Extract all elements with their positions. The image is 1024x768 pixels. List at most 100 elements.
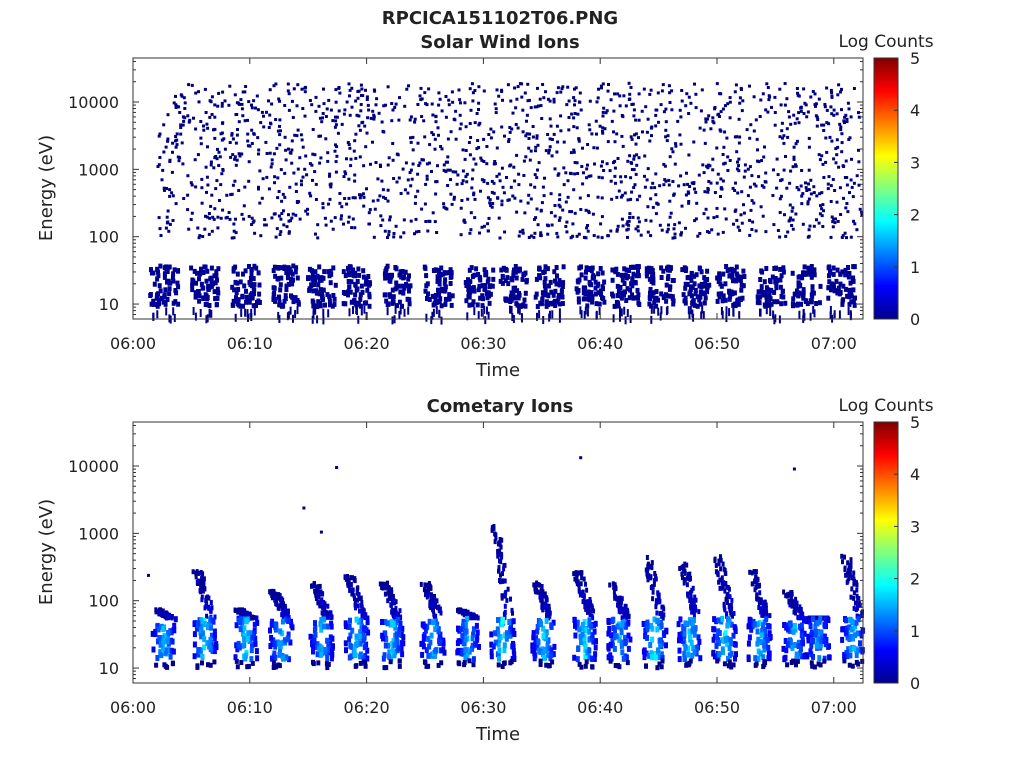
cometary-count-cell bbox=[583, 643, 588, 650]
solar-wind-count-cell bbox=[543, 287, 548, 293]
solar-wind-count-cell bbox=[725, 136, 729, 140]
cometary-count-cell bbox=[575, 578, 578, 584]
solar-wind-count-cell bbox=[446, 137, 450, 141]
cometary-count-cell bbox=[274, 663, 279, 669]
cometary-count-cell bbox=[538, 662, 543, 667]
solar-wind-count-cell bbox=[760, 292, 765, 298]
solar-wind-count-cell bbox=[337, 86, 341, 90]
solar-wind-count-cell bbox=[801, 287, 806, 293]
cometary-count-cell bbox=[157, 635, 162, 641]
cometary-count-cell bbox=[489, 653, 494, 660]
solar-wind-count-cell bbox=[835, 153, 839, 157]
cometary-count-cell bbox=[436, 662, 441, 668]
solar-wind-count-cell bbox=[800, 194, 804, 198]
cometary-count-cell bbox=[722, 566, 726, 572]
solar-wind-count-cell bbox=[353, 139, 357, 143]
solar-wind-count-cell bbox=[283, 293, 288, 299]
cometary-count-cell bbox=[498, 537, 502, 542]
solar-wind-count-cell bbox=[544, 149, 548, 153]
cometary-count-cell bbox=[439, 647, 444, 654]
solar-wind-count-cell bbox=[697, 265, 702, 271]
solar-wind-count-cell bbox=[755, 137, 759, 141]
solar-wind-count-cell bbox=[204, 165, 208, 169]
cometary-count-cell bbox=[157, 611, 161, 617]
cometary-count-cell bbox=[463, 627, 468, 634]
solar-wind-count-cell bbox=[291, 116, 295, 119]
solar-wind-count-cell bbox=[346, 265, 350, 271]
solar-wind-count-cell bbox=[457, 88, 461, 92]
cometary-count-cell bbox=[531, 634, 536, 641]
solar-wind-count-cell bbox=[395, 180, 399, 184]
cometary-count-cell bbox=[751, 581, 755, 587]
cometary-count-cell bbox=[393, 600, 397, 606]
cometary-count-cell bbox=[712, 633, 717, 640]
solar-wind-count-cell bbox=[349, 164, 353, 168]
solar-wind-count-cell bbox=[773, 95, 777, 99]
solar-wind-count-cell bbox=[706, 230, 709, 234]
cometary-count-cell bbox=[205, 613, 209, 619]
solar-wind-count-cell bbox=[220, 101, 224, 105]
solar-wind-count-cell bbox=[486, 229, 490, 233]
solar-wind-count-cell bbox=[636, 229, 640, 233]
solar-wind-count-cell bbox=[649, 88, 653, 92]
cometary-count-cell bbox=[677, 656, 682, 663]
solar-wind-count-cell bbox=[580, 310, 583, 319]
solar-wind-count-cell bbox=[709, 127, 713, 131]
solar-wind-count-cell bbox=[800, 202, 804, 206]
solar-wind-count-cell bbox=[265, 152, 269, 155]
solar-wind-count-cell bbox=[555, 91, 559, 95]
solar-wind-count-cell bbox=[378, 194, 382, 198]
cometary-count-cell bbox=[589, 623, 594, 630]
solar-wind-count-cell bbox=[257, 152, 260, 156]
cometary-count-cell bbox=[494, 532, 498, 538]
solar-wind-count-cell bbox=[447, 103, 451, 107]
solar-wind-count-cell bbox=[471, 168, 475, 172]
solar-wind-count-cell bbox=[399, 192, 403, 195]
cometary-count-cell bbox=[731, 662, 736, 668]
cometary-count-cell bbox=[499, 544, 503, 550]
cometary-count-cell bbox=[356, 618, 361, 625]
solar-wind-count-cell bbox=[670, 278, 675, 283]
solar-wind-count-cell bbox=[464, 175, 468, 179]
solar-wind-count-cell bbox=[654, 295, 659, 301]
cometary-count-cell bbox=[194, 570, 198, 576]
cometary-count-cell bbox=[729, 621, 734, 628]
solar-wind-count-cell bbox=[779, 194, 783, 198]
cometary-count-cell bbox=[346, 581, 350, 587]
solar-wind-count-cell bbox=[628, 287, 633, 293]
cometary-count-cell bbox=[285, 617, 290, 624]
solar-wind-count-cell bbox=[579, 272, 584, 278]
solar-wind-count-cell bbox=[195, 270, 199, 276]
cometary-count-cell bbox=[361, 637, 366, 644]
cometary-count-cell bbox=[459, 650, 464, 657]
cometary-count-cell bbox=[428, 639, 433, 646]
cometary-count-cell bbox=[439, 610, 443, 616]
solar-wind-count-cell bbox=[179, 123, 183, 127]
cometary-count-cell bbox=[365, 647, 370, 654]
solar-wind-count-cell bbox=[322, 87, 325, 91]
cometary-count-cell bbox=[580, 621, 585, 628]
solar-wind-count-cell bbox=[394, 102, 398, 106]
solar-wind-count-cell bbox=[720, 298, 725, 304]
solar-wind-count-cell bbox=[557, 218, 561, 222]
solar-wind-count-cell bbox=[615, 283, 620, 289]
cometary-count-cell bbox=[757, 605, 761, 610]
solar-wind-count-cell bbox=[316, 282, 321, 288]
solar-wind-count-cell bbox=[358, 155, 362, 159]
solar-wind-count-cell bbox=[575, 161, 579, 165]
solar-wind-count-cell bbox=[551, 301, 555, 307]
solar-wind-count-cell bbox=[763, 145, 766, 149]
solar-wind-count-cell bbox=[166, 278, 171, 284]
solar-wind-count-cell bbox=[267, 126, 271, 129]
solar-wind-count-cell bbox=[252, 282, 257, 288]
solar-wind-count-cell bbox=[840, 236, 844, 239]
solar-wind-count-cell bbox=[623, 289, 627, 295]
solar-wind-count-cell bbox=[797, 188, 801, 192]
solar-wind-count-cell bbox=[326, 159, 330, 163]
cometary-count-cell bbox=[655, 647, 660, 654]
solar-wind-count-cell bbox=[523, 91, 527, 95]
solar-wind-count-cell bbox=[548, 279, 553, 285]
solar-wind-count-cell bbox=[542, 96, 546, 100]
figure-title: RPCICA151102T06.PNG bbox=[382, 8, 618, 29]
cometary-count-cell bbox=[362, 644, 367, 651]
